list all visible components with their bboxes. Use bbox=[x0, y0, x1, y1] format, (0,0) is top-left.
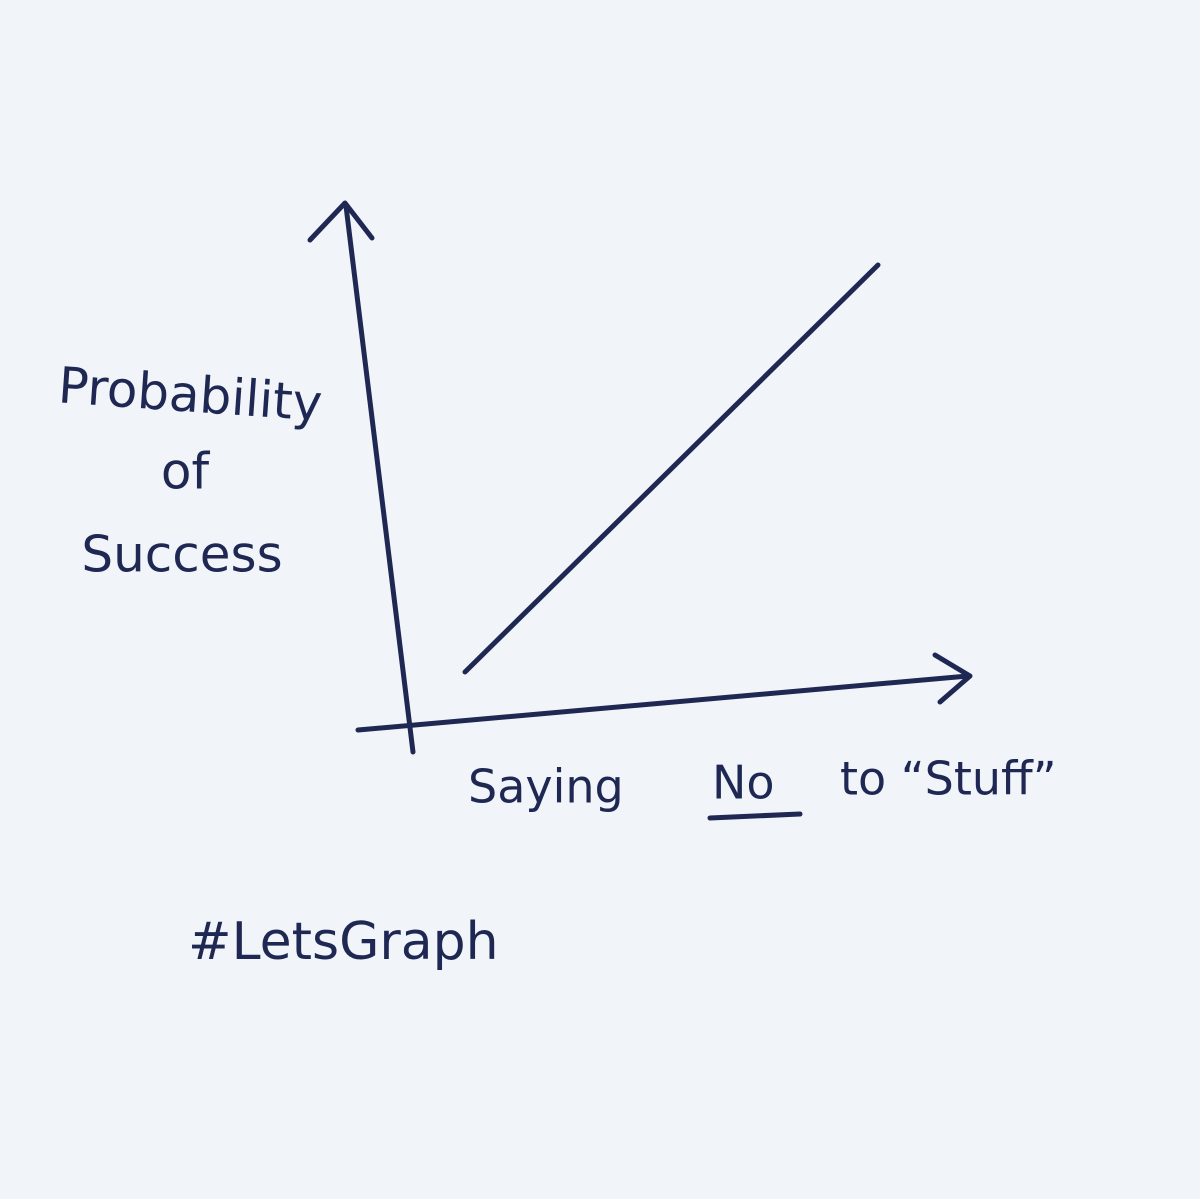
trend-line bbox=[462, 262, 881, 675]
x-label-start: Saying bbox=[468, 760, 624, 814]
underline bbox=[707, 811, 803, 821]
hashtag: #LetsGraph bbox=[188, 912, 499, 972]
x-label-emphasis: No bbox=[712, 756, 775, 810]
y-label-line: of bbox=[161, 443, 211, 501]
x-axis bbox=[355, 673, 971, 733]
x-axis-arrow bbox=[932, 652, 973, 705]
y-axis bbox=[343, 203, 416, 755]
y-axis-arrow bbox=[307, 200, 375, 243]
y-label-line: Success bbox=[81, 526, 282, 584]
x-label-end: to “Stuff” bbox=[840, 752, 1057, 806]
